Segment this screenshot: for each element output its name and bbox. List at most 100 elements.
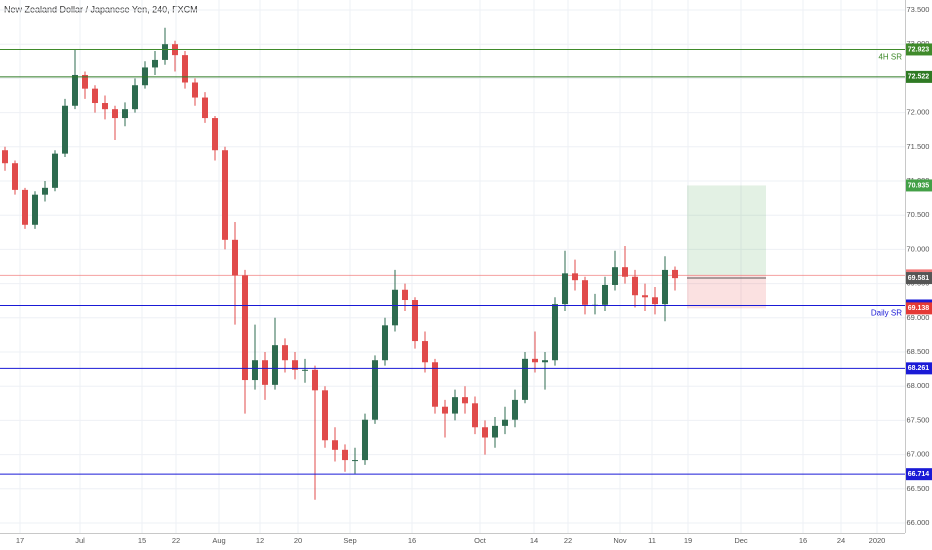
candle-body (352, 460, 358, 462)
level-label: 72.522 (908, 74, 930, 81)
target-zone (687, 185, 766, 276)
x-tick-label: 17 (16, 536, 24, 545)
y-tick-label: 68.000 (907, 381, 930, 390)
x-tick-label: Aug (212, 536, 225, 545)
level-name: Daily SR (871, 309, 902, 318)
level-label-bg (906, 468, 932, 481)
y-tick-label: 70.000 (907, 244, 930, 253)
candle-body (662, 269, 668, 305)
candle-body (132, 85, 138, 110)
x-tick-label: Jul (75, 536, 85, 545)
x-tick-label: Oct (474, 536, 487, 545)
x-tick-label: 15 (138, 536, 146, 545)
x-tick-label: 14 (530, 536, 538, 545)
candle-body (412, 300, 418, 342)
candle-body (2, 150, 8, 164)
candle-body (372, 360, 378, 420)
candle-body (122, 109, 128, 119)
candle-body (312, 369, 318, 391)
y-tick-label: 68.500 (907, 347, 930, 356)
candle-body (562, 273, 568, 305)
candle-body (472, 403, 478, 428)
level-label-bg (906, 70, 932, 83)
candle-body (552, 304, 558, 361)
last-price-label: 69.581 (908, 275, 930, 282)
level-label: 72.923 (908, 46, 930, 53)
candle-body (582, 280, 588, 305)
candle-body (492, 425, 498, 438)
candle-body (612, 267, 618, 285)
candle-body (32, 194, 38, 225)
x-tick-label: 12 (256, 536, 264, 545)
target-label-bg (906, 179, 932, 192)
candle-body (332, 440, 338, 450)
candle-body (152, 59, 158, 68)
candle-body (342, 449, 348, 461)
candle-body (62, 105, 68, 154)
stop-label-bg (906, 302, 932, 315)
x-tick-label: Nov (613, 536, 627, 545)
candle-body (182, 55, 188, 83)
chart-title: New Zealand Dollar / Japanese Yen, 240, … (4, 4, 198, 14)
candle-body (92, 88, 98, 104)
candle-body (512, 399, 518, 420)
candle-body (652, 297, 658, 305)
candle-body (72, 74, 78, 106)
candle-body (82, 74, 88, 89)
level-label-bg (906, 43, 932, 56)
candle-body (202, 97, 208, 119)
candle-body (482, 427, 488, 438)
candle-body (572, 273, 578, 281)
candle-body (42, 187, 48, 195)
candle-body (212, 118, 218, 151)
candle-body (442, 406, 448, 414)
y-tick-label: 66.500 (907, 484, 930, 493)
candle-body (102, 103, 108, 110)
candle-body (362, 419, 368, 461)
level-label: 68.261 (908, 365, 930, 372)
x-tick-label: 2020 (869, 536, 886, 545)
x-tick-label: Dec (734, 536, 748, 545)
candle-body (162, 44, 168, 60)
candle-body (292, 360, 298, 370)
candle-body (12, 163, 18, 190)
y-tick-label: 66.000 (907, 518, 930, 527)
candle-body (382, 325, 388, 361)
candle-body (402, 289, 408, 301)
x-tick-label: 20 (294, 536, 302, 545)
target-label: 70.935 (908, 182, 930, 189)
candle-body (282, 345, 288, 361)
x-tick-label: 16 (408, 536, 416, 545)
candle-body (232, 239, 238, 276)
candle-body (222, 150, 228, 240)
candle-body (322, 390, 328, 441)
x-tick-label: 22 (564, 536, 572, 545)
level-label-bg (906, 362, 932, 375)
x-tick-label: 24 (837, 536, 845, 545)
y-tick-label: 70.500 (907, 210, 930, 219)
candle-body (192, 82, 198, 98)
candle-body (302, 369, 308, 371)
candle-body (622, 267, 628, 277)
candle-body (672, 269, 678, 279)
x-tick-label: 11 (648, 536, 656, 545)
stop-label: 69.138 (908, 305, 930, 312)
candle-body (272, 345, 278, 385)
x-tick-label: 22 (172, 536, 180, 545)
candle-body (252, 360, 258, 381)
candle-body (422, 341, 428, 363)
candle-body (522, 358, 528, 400)
last-price-label-bg (906, 272, 932, 285)
candle-body (642, 295, 648, 298)
candle-body (112, 109, 118, 119)
candle-body (542, 360, 548, 363)
y-tick-label: 69.000 (907, 313, 930, 322)
y-tick-label: 73.500 (907, 5, 930, 14)
candle-body (22, 189, 28, 225)
x-tick-label: 16 (799, 536, 807, 545)
candle-body (392, 289, 398, 326)
level-label: 66.714 (908, 471, 930, 478)
level-name: 4H SR (878, 53, 902, 62)
